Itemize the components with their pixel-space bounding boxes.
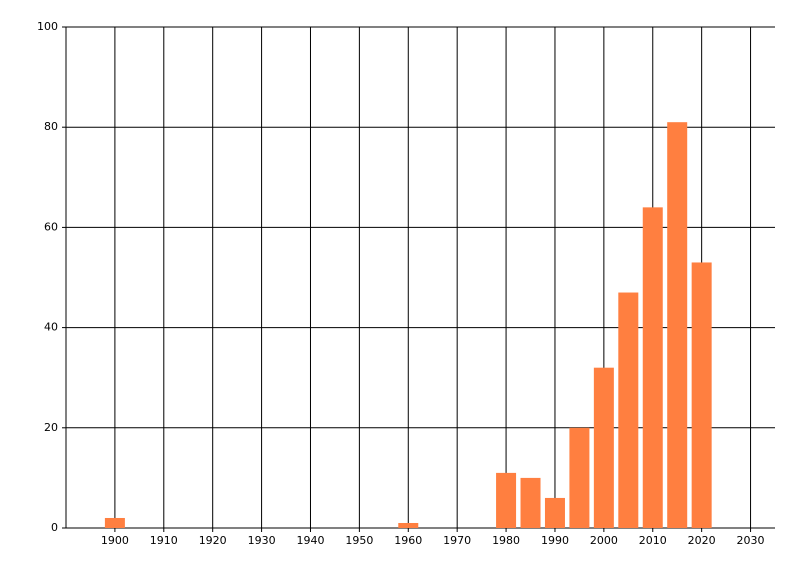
bar	[691, 262, 712, 528]
x-tick-label: 1970	[443, 534, 471, 547]
x-tick-label: 1900	[101, 534, 129, 547]
x-tick-label: 2020	[688, 534, 716, 547]
bar	[520, 477, 541, 528]
bar	[544, 497, 565, 528]
x-tick-label: 1960	[394, 534, 422, 547]
bar	[104, 517, 125, 528]
x-tick-label: 1910	[150, 534, 178, 547]
x-tick-label: 1980	[492, 534, 520, 547]
y-tick-label: 20	[44, 421, 58, 434]
x-tick-label: 1990	[541, 534, 569, 547]
x-tick-label: 1940	[296, 534, 324, 547]
x-tick-label: 1950	[345, 534, 373, 547]
y-tick-label: 0	[51, 521, 58, 534]
y-tick-label: 100	[37, 20, 58, 33]
x-tick-label: 2030	[737, 534, 765, 547]
y-tick-label: 80	[44, 120, 58, 133]
bar	[642, 207, 663, 529]
x-tick-label: 2010	[639, 534, 667, 547]
bar	[398, 522, 419, 528]
bar	[667, 122, 688, 528]
bar	[618, 292, 639, 528]
x-tick-label: 1930	[248, 534, 276, 547]
bar	[496, 472, 517, 528]
y-tick-label: 60	[44, 220, 58, 233]
bar	[593, 367, 614, 528]
x-tick-label: 2000	[590, 534, 618, 547]
bar	[569, 427, 590, 528]
y-tick-label: 40	[44, 321, 58, 334]
x-tick-label: 1920	[199, 534, 227, 547]
